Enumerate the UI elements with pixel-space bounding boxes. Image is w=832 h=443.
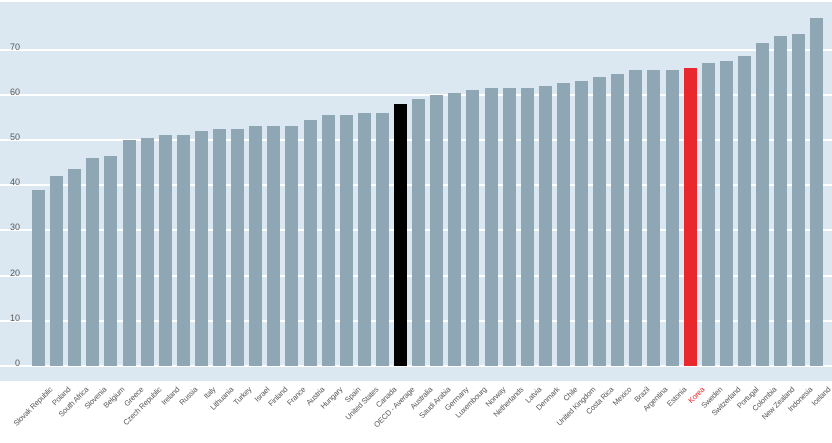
gridline-0 [0, 365, 832, 367]
bar-chile [557, 83, 570, 366]
x-axis-label-mexico: Mexico [610, 385, 633, 408]
bar-austria [304, 120, 317, 366]
bar-russia [177, 135, 190, 366]
bar-france [285, 126, 298, 366]
x-axis-label-ireland: Ireland [159, 385, 181, 407]
bar-ireland [159, 135, 172, 366]
bar-mexico [611, 74, 624, 366]
x-axis-label-russia: Russia [176, 385, 199, 407]
bar-costa-rica [593, 77, 606, 366]
x-axis-label-france: France [284, 385, 307, 408]
bar-new-zealand [774, 36, 787, 366]
x-axis-label-turkey: Turkey [231, 385, 253, 407]
bar-indonesia [792, 34, 805, 366]
bar-switzerland [720, 61, 733, 366]
y-axis-tick-20: 20 [9, 267, 20, 278]
gridline-60 [0, 93, 832, 96]
y-axis-tick-70: 70 [9, 41, 20, 52]
bar-sweden [702, 63, 715, 366]
y-axis-tick-50: 50 [9, 132, 20, 142]
bar-poland [50, 176, 63, 366]
bar-korea [684, 68, 697, 366]
bar-turkey [231, 129, 244, 366]
bar-czech-republic [141, 138, 154, 366]
x-axis-label-estonia: Estonia [664, 385, 688, 409]
bar-estonia [666, 70, 679, 366]
bar-united-kingdom [575, 81, 588, 366]
y-axis-tick-0: 0 [14, 358, 20, 368]
bar-italy [195, 131, 208, 366]
x-axis-label-slovak-republic: Slovak Republic [11, 385, 54, 428]
bar-norway [485, 88, 498, 366]
bar-oecd-average [394, 104, 407, 366]
bar-saudi-arabia [430, 95, 443, 366]
bar-greece [123, 140, 136, 366]
bar-belgium [104, 156, 117, 366]
y-axis-tick-30: 30 [9, 222, 20, 233]
bar-luxembourg [466, 90, 479, 366]
bar-brazil [629, 70, 642, 366]
bar-portugal [738, 56, 751, 366]
gridline-70 [0, 48, 832, 51]
bar-iceland [810, 18, 823, 366]
y-axis-tick-60: 60 [9, 86, 20, 97]
bar-denmark [539, 86, 552, 366]
bar-finland [267, 126, 280, 366]
bar-south-africa [68, 169, 81, 366]
bar-netherlands [503, 88, 516, 366]
bar-slovak-republic [32, 190, 45, 366]
bar-argentina [647, 70, 660, 366]
bar-latvia [521, 88, 534, 366]
bar-slovenia [86, 158, 99, 366]
bar-israel [249, 126, 262, 366]
y-axis-tick-40: 40 [9, 177, 20, 188]
plot-area: 0 10 20 30 40 50 60 70 [0, 2, 832, 381]
y-axis-tick-10: 10 [9, 312, 20, 323]
bar-hungary [322, 115, 335, 366]
bar-colombia [756, 43, 769, 366]
x-axis-label-iceland: Iceland [809, 385, 832, 408]
bar-australia [412, 99, 425, 366]
bar-lithuania [213, 129, 226, 366]
bar-germany [448, 93, 461, 366]
bar-spain [340, 115, 353, 366]
bar-canada [376, 113, 389, 366]
bar-united-states [358, 113, 371, 366]
